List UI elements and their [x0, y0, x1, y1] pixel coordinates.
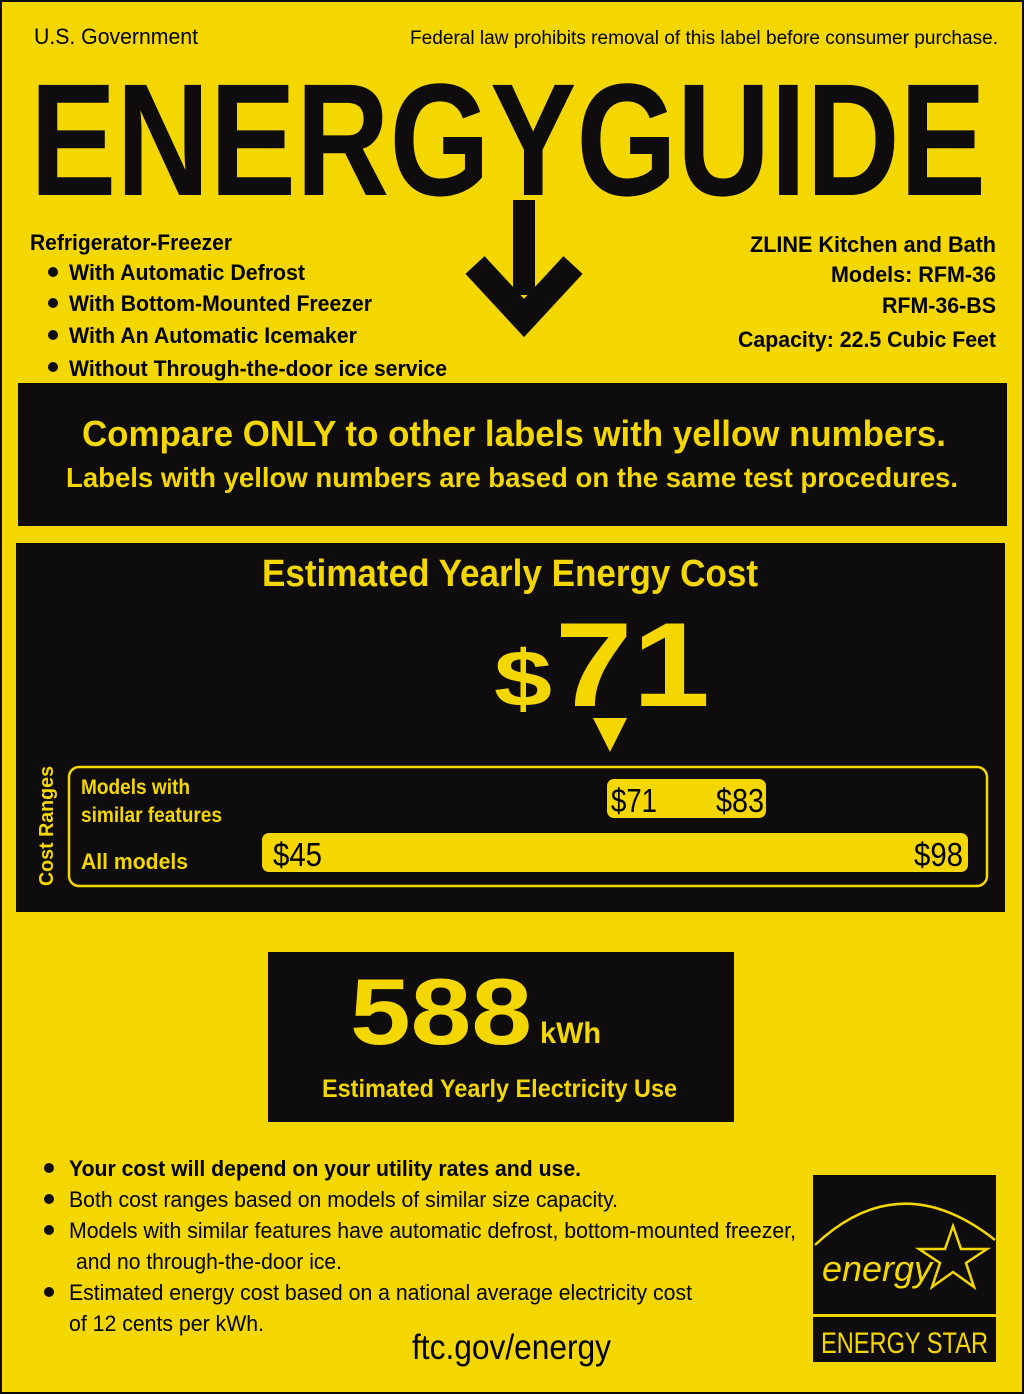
note-item: of 12 cents per kWh.: [69, 1311, 264, 1336]
compare-subheading: Labels with yellow numbers are based on …: [66, 462, 958, 493]
manufacturer-info: ZLINE Kitchen and Bath Models: RFM-36 RF…: [738, 232, 997, 352]
compare-box: Compare ONLY to other labels with yellow…: [18, 383, 1007, 526]
product-type: Refrigerator-Freezer: [30, 230, 232, 255]
energy-star-text: ENERGY STAR: [821, 1327, 988, 1360]
note-item: Models with similar features have automa…: [69, 1218, 796, 1243]
electricity-box: 588 kWh Estimated Yearly Electricity Use: [268, 952, 734, 1122]
cost-currency: $: [494, 634, 552, 723]
note-item: Estimated energy cost based on a nationa…: [69, 1280, 692, 1305]
cost-ranges-frame: [67, 765, 989, 888]
bullet-icon: [48, 362, 58, 372]
manufacturer-name: ZLINE Kitchen and Bath: [750, 232, 996, 257]
electricity-value: 588: [350, 959, 532, 1064]
star-icon: [914, 1222, 992, 1291]
bullet-icon: [44, 1194, 54, 1204]
feature-item: Without Through-the-door ice service: [69, 356, 447, 381]
similar-models-label: Models with: [81, 776, 190, 799]
similar-range-min: $71: [611, 782, 657, 819]
cost-pointer-icon: [593, 718, 627, 752]
capacity: Capacity: 22.5 Cubic Feet: [738, 327, 997, 352]
energy-star-logo: energy ENERGY STAR: [813, 1175, 996, 1362]
similar-range-bar: [607, 779, 766, 818]
arrow-down-icon: [465, 200, 583, 338]
feature-item: With Bottom-Mounted Freezer: [69, 291, 372, 316]
note-item: and no through-the-door ice.: [76, 1249, 342, 1274]
notes-list: Your cost will depend on your utility ra…: [44, 1156, 796, 1336]
all-range-min: $45: [273, 836, 322, 873]
cost-box: Estimated Yearly Energy Cost $ 71 Cost R…: [16, 543, 1005, 912]
similar-range-max: $83: [716, 782, 764, 819]
model-number: Models: RFM-36: [831, 262, 996, 287]
cost-title: Estimated Yearly Energy Cost: [262, 553, 758, 595]
bullet-icon: [44, 1225, 54, 1235]
feature-item: With An Automatic Icemaker: [69, 323, 357, 348]
bullet-icon: [44, 1163, 54, 1173]
bullet-icon: [48, 267, 58, 277]
energyguide-title: ENERGYGUIDE: [30, 50, 986, 229]
note-item: Your cost will depend on your utility ra…: [69, 1156, 581, 1181]
compare-heading: Compare ONLY to other labels with yellow…: [82, 413, 946, 454]
government-text: U.S. Government: [34, 24, 198, 49]
note-item: Both cost ranges based on models of simi…: [69, 1187, 618, 1212]
removal-notice: Federal law prohibits removal of this la…: [410, 28, 998, 49]
energy-script: energy: [822, 1248, 934, 1289]
product-description: Refrigerator-Freezer With Automatic Defr…: [30, 230, 447, 381]
cost-value: 71: [555, 598, 710, 732]
bullet-icon: [48, 330, 58, 340]
bullet-icon: [48, 298, 58, 308]
all-range-max: $98: [914, 836, 963, 873]
model-number: RFM-36-BS: [882, 293, 996, 318]
feature-item: With Automatic Defrost: [69, 260, 306, 285]
ftc-link[interactable]: ftc.gov/energy: [412, 1328, 611, 1367]
electricity-label: Estimated Yearly Electricity Use: [322, 1075, 677, 1103]
similar-models-label: similar features: [81, 804, 222, 827]
all-models-label: All models: [81, 849, 188, 874]
cost-ranges-label: Cost Ranges: [36, 766, 58, 886]
electricity-unit: kWh: [540, 1017, 601, 1050]
all-range-bar: [262, 833, 968, 872]
bullet-icon: [44, 1287, 54, 1297]
